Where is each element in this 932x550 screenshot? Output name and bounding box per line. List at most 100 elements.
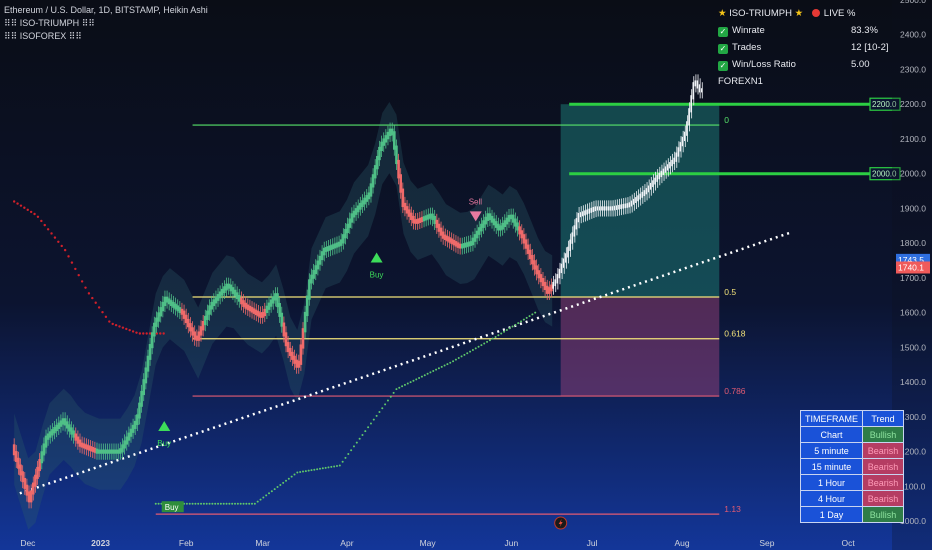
candle[interactable]: [647, 185, 650, 193]
candle[interactable]: [17, 457, 20, 469]
candle[interactable]: [127, 432, 131, 441]
candle[interactable]: [102, 449, 105, 454]
candle[interactable]: [518, 226, 521, 235]
candle[interactable]: [91, 446, 95, 452]
candle[interactable]: [206, 310, 209, 320]
candle[interactable]: [613, 205, 616, 211]
candle[interactable]: [633, 198, 635, 205]
candle[interactable]: [528, 249, 532, 260]
candle[interactable]: [662, 168, 665, 175]
candle[interactable]: [80, 442, 84, 448]
candle[interactable]: [136, 414, 139, 426]
candle[interactable]: [418, 217, 422, 223]
candle[interactable]: [97, 449, 101, 454]
candle[interactable]: [373, 165, 377, 179]
candle[interactable]: [333, 243, 337, 249]
candle[interactable]: [312, 269, 315, 279]
candle[interactable]: [51, 429, 54, 436]
candle[interactable]: [666, 164, 669, 171]
candle[interactable]: [125, 436, 129, 445]
candle[interactable]: [199, 326, 203, 336]
candle[interactable]: [556, 274, 559, 284]
candle[interactable]: [450, 238, 453, 244]
candle[interactable]: [305, 295, 309, 317]
candle[interactable]: [254, 309, 258, 316]
candle[interactable]: [435, 219, 439, 228]
candle[interactable]: [235, 292, 239, 300]
candle[interactable]: [210, 301, 213, 310]
candle[interactable]: [696, 80, 699, 89]
candle[interactable]: [159, 307, 163, 317]
candle[interactable]: [212, 299, 216, 307]
candle[interactable]: [643, 190, 646, 197]
candle[interactable]: [263, 308, 267, 317]
candle[interactable]: [110, 449, 114, 454]
candle[interactable]: [148, 344, 152, 360]
candle[interactable]: [82, 443, 86, 449]
candle[interactable]: [465, 242, 468, 248]
candle[interactable]: [322, 247, 326, 256]
candle[interactable]: [371, 174, 375, 188]
candle[interactable]: [473, 234, 477, 242]
candle[interactable]: [146, 355, 150, 372]
candle[interactable]: [437, 223, 441, 232]
candle[interactable]: [72, 430, 75, 438]
candle[interactable]: [384, 135, 388, 143]
candle[interactable]: [554, 279, 557, 287]
candle[interactable]: [269, 299, 273, 307]
candle[interactable]: [153, 322, 156, 337]
candle[interactable]: [463, 243, 466, 248]
candle[interactable]: [416, 218, 419, 224]
candle[interactable]: [390, 128, 394, 136]
candle[interactable]: [214, 296, 218, 304]
candle[interactable]: [609, 206, 612, 211]
candle[interactable]: [458, 243, 462, 249]
candle[interactable]: [288, 347, 292, 357]
candle[interactable]: [352, 210, 356, 218]
candle[interactable]: [367, 192, 371, 200]
candle[interactable]: [433, 215, 436, 224]
candle[interactable]: [562, 258, 565, 268]
candle[interactable]: [227, 283, 230, 289]
candle[interactable]: [533, 260, 536, 270]
candle[interactable]: [259, 312, 262, 318]
candle[interactable]: [484, 216, 487, 225]
candle[interactable]: [356, 205, 360, 213]
candle[interactable]: [641, 191, 644, 198]
candle[interactable]: [335, 242, 339, 248]
candle[interactable]: [505, 217, 509, 225]
candle[interactable]: [376, 155, 379, 170]
candle[interactable]: [12, 444, 16, 456]
candle[interactable]: [494, 221, 498, 228]
candle[interactable]: [490, 215, 494, 223]
candle[interactable]: [55, 424, 58, 432]
candle[interactable]: [191, 327, 194, 336]
candle[interactable]: [469, 241, 473, 246]
candle[interactable]: [34, 474, 37, 487]
candle[interactable]: [567, 246, 569, 258]
candle[interactable]: [14, 451, 18, 462]
candle[interactable]: [172, 301, 175, 308]
candle[interactable]: [388, 128, 392, 137]
candle[interactable]: [514, 218, 517, 227]
candle[interactable]: [216, 294, 220, 301]
candle[interactable]: [378, 146, 381, 161]
candle[interactable]: [393, 131, 396, 150]
candle[interactable]: [607, 206, 610, 211]
candle[interactable]: [223, 286, 226, 294]
candle[interactable]: [579, 212, 582, 218]
candle[interactable]: [44, 435, 48, 448]
candle[interactable]: [671, 159, 673, 167]
candle[interactable]: [692, 82, 695, 100]
candle[interactable]: [545, 285, 549, 294]
candle[interactable]: [573, 225, 576, 237]
candle[interactable]: [686, 121, 688, 136]
candle[interactable]: [229, 284, 233, 292]
candle[interactable]: [380, 141, 383, 152]
candle[interactable]: [571, 232, 574, 244]
candle[interactable]: [690, 95, 692, 113]
candle[interactable]: [365, 195, 369, 202]
candle[interactable]: [603, 206, 605, 211]
candle[interactable]: [550, 284, 553, 292]
indicator-legend-1[interactable]: ⠿⠿ ISO-TRIUMPH ⠿⠿: [4, 18, 95, 28]
